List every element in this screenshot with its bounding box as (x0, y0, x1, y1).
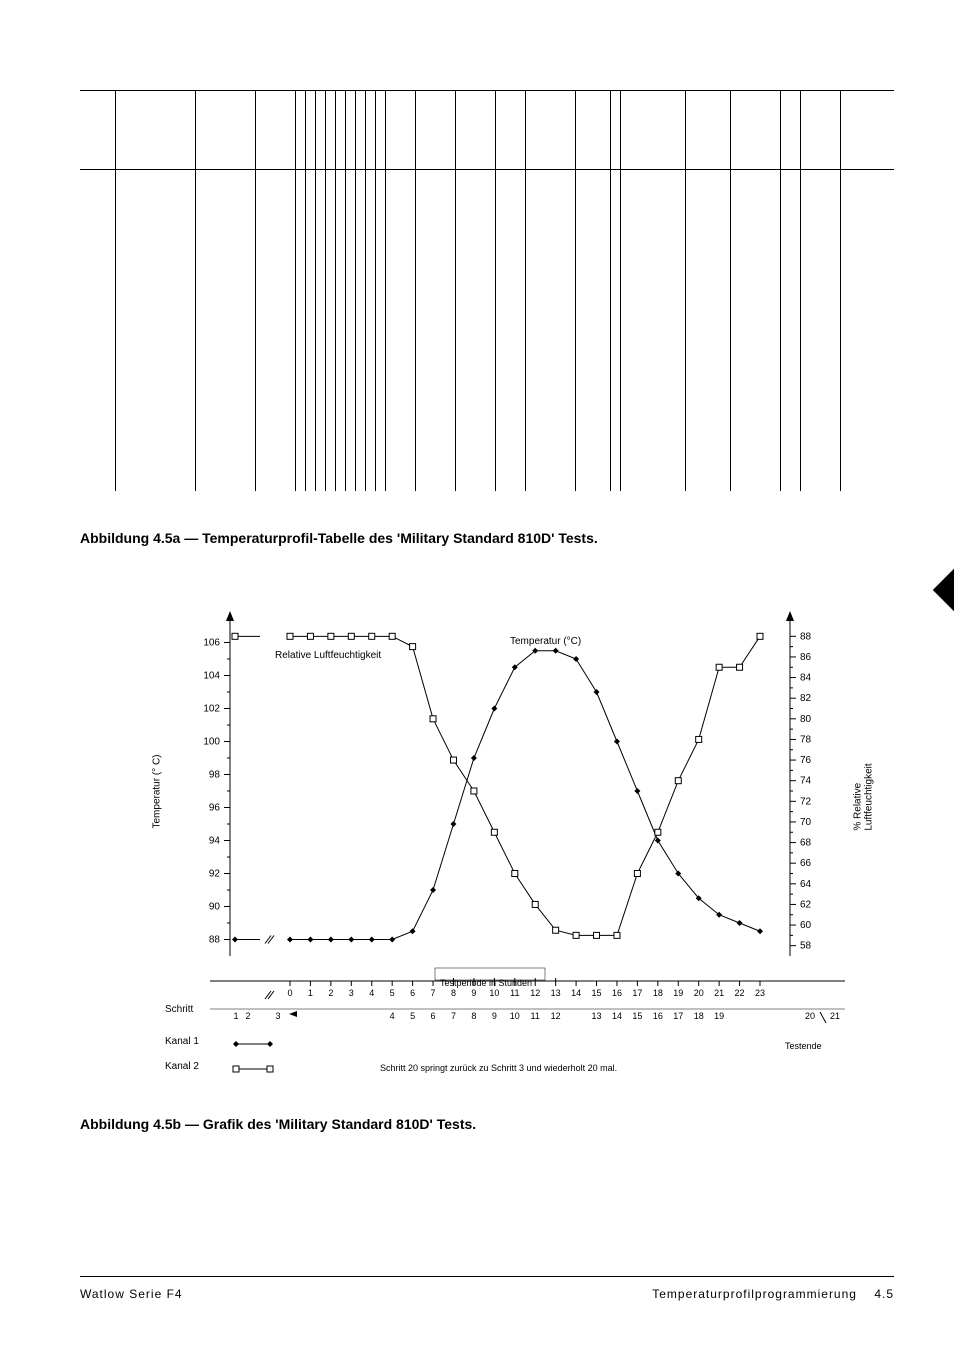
svg-text:17: 17 (673, 1011, 683, 1021)
svg-text:20: 20 (694, 988, 704, 998)
svg-text:4: 4 (369, 988, 374, 998)
svg-text:98: 98 (209, 770, 221, 781)
svg-text:7: 7 (451, 1011, 456, 1021)
section-marker-diamond (933, 569, 954, 611)
figure-b-caption: Abbildung 4.5b — Grafik des 'Military St… (80, 1116, 894, 1132)
svg-text:88: 88 (209, 935, 221, 946)
svg-text:104: 104 (203, 671, 220, 682)
svg-text:6: 6 (431, 1011, 436, 1021)
svg-text:5: 5 (390, 988, 395, 998)
testende-label: Testende (785, 1041, 822, 1051)
svg-text:18: 18 (694, 1011, 704, 1021)
footer-right: Temperaturprofilprogrammierung 4.5 (652, 1287, 894, 1301)
svg-text:66: 66 (800, 858, 812, 869)
svg-text:58: 58 (800, 941, 812, 952)
svg-text:2: 2 (328, 988, 333, 998)
svg-text:3: 3 (349, 988, 354, 998)
svg-text:94: 94 (209, 836, 221, 847)
svg-text:19: 19 (714, 1011, 724, 1021)
svg-text:20: 20 (805, 1011, 815, 1021)
svg-text:5: 5 (410, 1011, 415, 1021)
svg-text:96: 96 (209, 803, 221, 814)
svg-text:11: 11 (531, 1011, 540, 1021)
svg-text:9: 9 (492, 1011, 497, 1021)
svg-text:0: 0 (287, 988, 292, 998)
svg-text:18: 18 (653, 988, 663, 998)
svg-text:4: 4 (390, 1011, 395, 1021)
svg-text:22: 22 (735, 988, 745, 998)
svg-text:62: 62 (800, 899, 812, 910)
svg-text:90: 90 (209, 902, 221, 913)
svg-text:1: 1 (233, 1011, 238, 1021)
svg-text:12: 12 (551, 1011, 561, 1021)
mil-std-810d-chart: 8890929496981001021041065860626466687072… (80, 586, 900, 1106)
svg-text:16: 16 (612, 988, 622, 998)
svg-text:70: 70 (800, 817, 812, 828)
svg-text:3: 3 (275, 1011, 280, 1021)
svg-text:102: 102 (203, 704, 220, 715)
svg-text:1: 1 (308, 988, 313, 998)
svg-text:68: 68 (800, 838, 812, 849)
temp-series-label: Temperatur (°C) (510, 636, 581, 647)
svg-text:17: 17 (632, 988, 642, 998)
svg-text:8: 8 (451, 988, 456, 998)
page-footer: Watlow Serie F4 Temperaturprofilprogramm… (80, 1276, 894, 1301)
figure-a-caption: Abbildung 4.5a — Temperaturprofil-Tabell… (80, 530, 894, 546)
svg-text:11: 11 (510, 988, 519, 998)
svg-text:86: 86 (800, 652, 812, 663)
svg-text:100: 100 (203, 737, 220, 748)
kanal2-label: Kanal 2 (165, 1061, 199, 1072)
svg-text:23: 23 (755, 988, 765, 998)
rh-series-label: Relative Luftfeuchtigkeit (275, 650, 381, 661)
y-right-axis-label: % Relative Luftfeuchtigkeit (853, 763, 875, 830)
svg-text:8: 8 (471, 1011, 476, 1021)
kanal1-label: Kanal 1 (165, 1036, 199, 1047)
svg-text:12: 12 (530, 988, 540, 998)
svg-text:72: 72 (800, 796, 812, 807)
y-left-axis-label: Temperatur (° C) (152, 754, 163, 828)
svg-text:13: 13 (551, 988, 561, 998)
svg-text:9: 9 (471, 988, 476, 998)
svg-text:2: 2 (245, 1011, 250, 1021)
loop-note: Schritt 20 springt zurück zu Schritt 3 u… (380, 1063, 617, 1073)
chart-container: 8890929496981001021041065860626466687072… (80, 586, 894, 1106)
svg-text:88: 88 (800, 631, 812, 642)
svg-text:21: 21 (714, 988, 724, 998)
schritt-row-label: Schritt (165, 1004, 193, 1015)
svg-text:74: 74 (800, 776, 812, 787)
footer-left: Watlow Serie F4 (80, 1287, 183, 1301)
svg-text:16: 16 (653, 1011, 663, 1021)
svg-text:15: 15 (632, 1011, 642, 1021)
svg-text:13: 13 (592, 1011, 602, 1021)
svg-text:21: 21 (830, 1011, 840, 1021)
svg-text:82: 82 (800, 693, 812, 704)
svg-text:60: 60 (800, 920, 812, 931)
svg-text:19: 19 (673, 988, 683, 998)
svg-text:15: 15 (592, 988, 602, 998)
svg-text:78: 78 (800, 734, 812, 745)
svg-text:10: 10 (510, 1011, 520, 1021)
svg-text:106: 106 (203, 638, 220, 649)
svg-text:80: 80 (800, 714, 812, 725)
svg-text:76: 76 (800, 755, 812, 766)
svg-text:10: 10 (489, 988, 499, 998)
svg-text:14: 14 (612, 1011, 622, 1021)
svg-text:64: 64 (800, 879, 812, 890)
svg-text:84: 84 (800, 673, 812, 684)
svg-text:92: 92 (209, 869, 221, 880)
profile-table-grid (80, 90, 894, 490)
svg-text:7: 7 (431, 988, 436, 998)
svg-text:6: 6 (410, 988, 415, 998)
x-axis-title: Testperiode in Stunden (440, 978, 532, 988)
svg-text:14: 14 (571, 988, 581, 998)
